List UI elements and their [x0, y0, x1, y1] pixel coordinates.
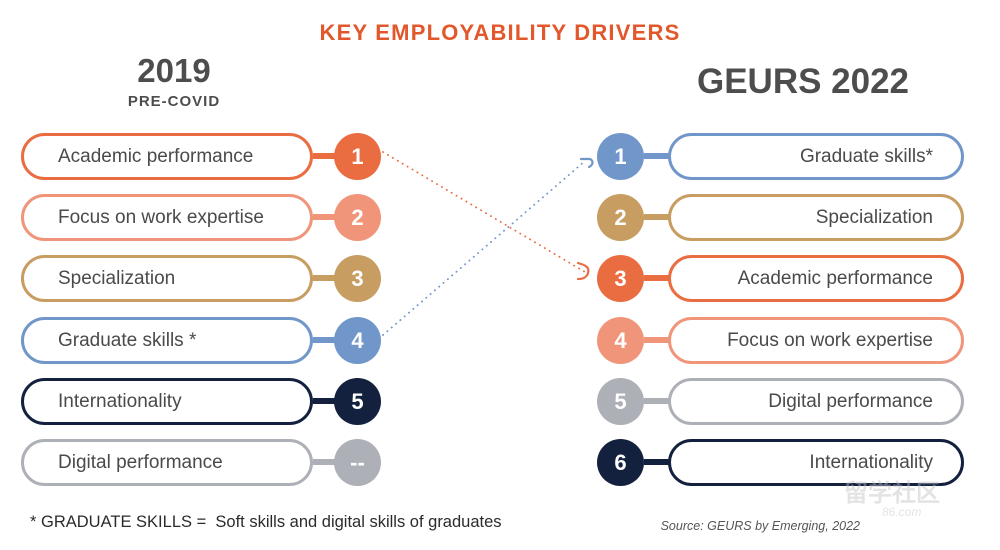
svg-text:留学社区: 留学社区	[844, 479, 940, 507]
svg-text:86.com: 86.com	[882, 505, 921, 519]
